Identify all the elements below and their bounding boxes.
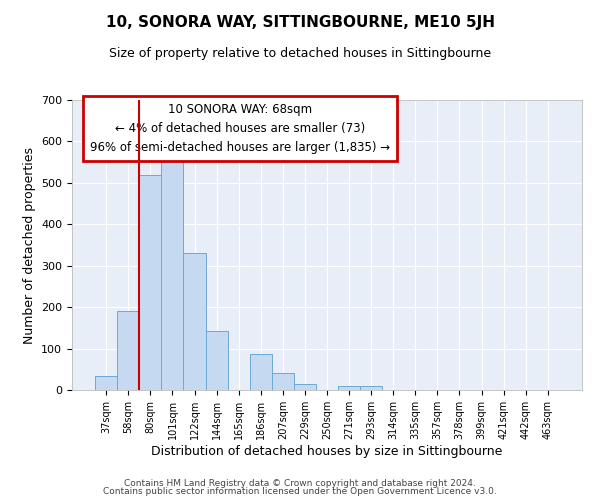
Bar [338, 386, 360, 390]
Bar [95, 376, 117, 390]
Text: Contains public sector information licensed under the Open Government Licence v3: Contains public sector information licen… [103, 487, 497, 496]
Bar [360, 386, 382, 390]
Y-axis label: Number of detached properties: Number of detached properties [23, 146, 35, 344]
Text: 10 SONORA WAY: 68sqm
← 4% of detached houses are smaller (73)
96% of semi-detach: 10 SONORA WAY: 68sqm ← 4% of detached ho… [90, 103, 391, 154]
Bar [161, 158, 184, 390]
X-axis label: Distribution of detached houses by size in Sittingbourne: Distribution of detached houses by size … [151, 444, 503, 458]
Bar [139, 174, 161, 390]
Text: Contains HM Land Registry data © Crown copyright and database right 2024.: Contains HM Land Registry data © Crown c… [124, 478, 476, 488]
Text: 10, SONORA WAY, SITTINGBOURNE, ME10 5JH: 10, SONORA WAY, SITTINGBOURNE, ME10 5JH [106, 15, 494, 30]
Bar [184, 254, 206, 390]
Bar [294, 384, 316, 390]
Bar [272, 372, 294, 390]
Bar [206, 331, 227, 390]
Bar [250, 354, 272, 390]
Bar [117, 312, 139, 390]
Text: Size of property relative to detached houses in Sittingbourne: Size of property relative to detached ho… [109, 48, 491, 60]
